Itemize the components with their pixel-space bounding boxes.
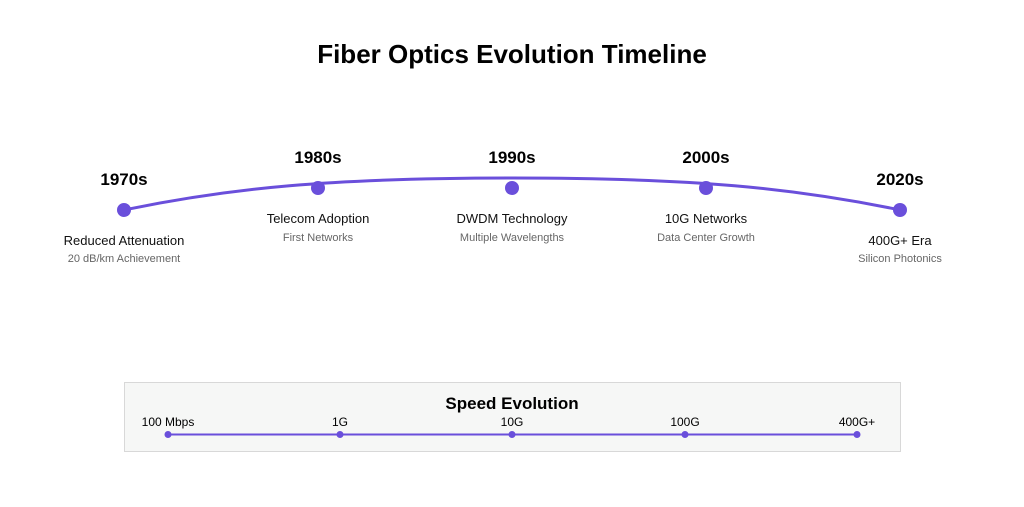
milestone-label: DWDM Technology — [456, 211, 568, 226]
milestone-dot — [505, 181, 519, 195]
milestone-2020s: 2020s 400G+ Era Silicon Photonics — [858, 170, 942, 265]
milestone-label: Reduced Attenuation — [64, 233, 185, 248]
page-title: Fiber Optics Evolution Timeline — [317, 39, 707, 69]
milestone-1980s: 1980s Telecom Adoption First Networks — [267, 148, 370, 244]
milestone-year: 1980s — [294, 148, 341, 167]
milestone-2000s: 2000s 10G Networks Data Center Growth — [657, 148, 755, 244]
milestone-dot — [311, 181, 325, 195]
milestone-year: 2020s — [876, 170, 923, 189]
milestone-1990s: 1990s DWDM Technology Multiple Wavelengt… — [456, 148, 568, 244]
milestone-dot — [893, 203, 907, 217]
speed-label: 100G — [670, 415, 699, 429]
speed-panel-bg — [124, 382, 901, 452]
timeline-curve — [123, 176, 901, 212]
milestone-label: 400G+ Era — [868, 233, 932, 248]
milestone-1970s: 1970s Reduced Attenuation 20 dB/km Achie… — [64, 170, 185, 265]
speed-dot — [508, 431, 516, 438]
speed-title: Speed Evolution — [445, 394, 578, 413]
speed-label: 10G — [501, 415, 524, 429]
speed-label: 100 Mbps — [142, 415, 195, 429]
milestone-year: 1990s — [488, 148, 535, 167]
milestone-label: 10G Networks — [665, 211, 748, 226]
milestone-dot — [699, 181, 713, 195]
milestone-year: 2000s — [682, 148, 729, 167]
milestone-sub: 20 dB/km Achievement — [68, 253, 181, 265]
milestone-sub: Silicon Photonics — [858, 253, 942, 265]
milestone-dot — [117, 203, 131, 217]
milestone-label: Telecom Adoption — [267, 211, 370, 226]
speed-dot — [336, 431, 344, 438]
speed-label: 1G — [332, 415, 348, 429]
milestone-year: 1970s — [100, 170, 147, 189]
milestone-sub: Data Center Growth — [657, 232, 755, 244]
milestone-sub: First Networks — [283, 232, 354, 244]
speed-dot — [681, 431, 689, 438]
speed-evolution-panel: Speed Evolution 100 Mbps 1G 10G 100G 400… — [124, 382, 901, 452]
speed-dot — [853, 431, 861, 438]
speed-dot — [164, 431, 172, 438]
milestone-sub: Multiple Wavelengths — [460, 232, 565, 244]
speed-label: 400G+ — [839, 415, 875, 429]
